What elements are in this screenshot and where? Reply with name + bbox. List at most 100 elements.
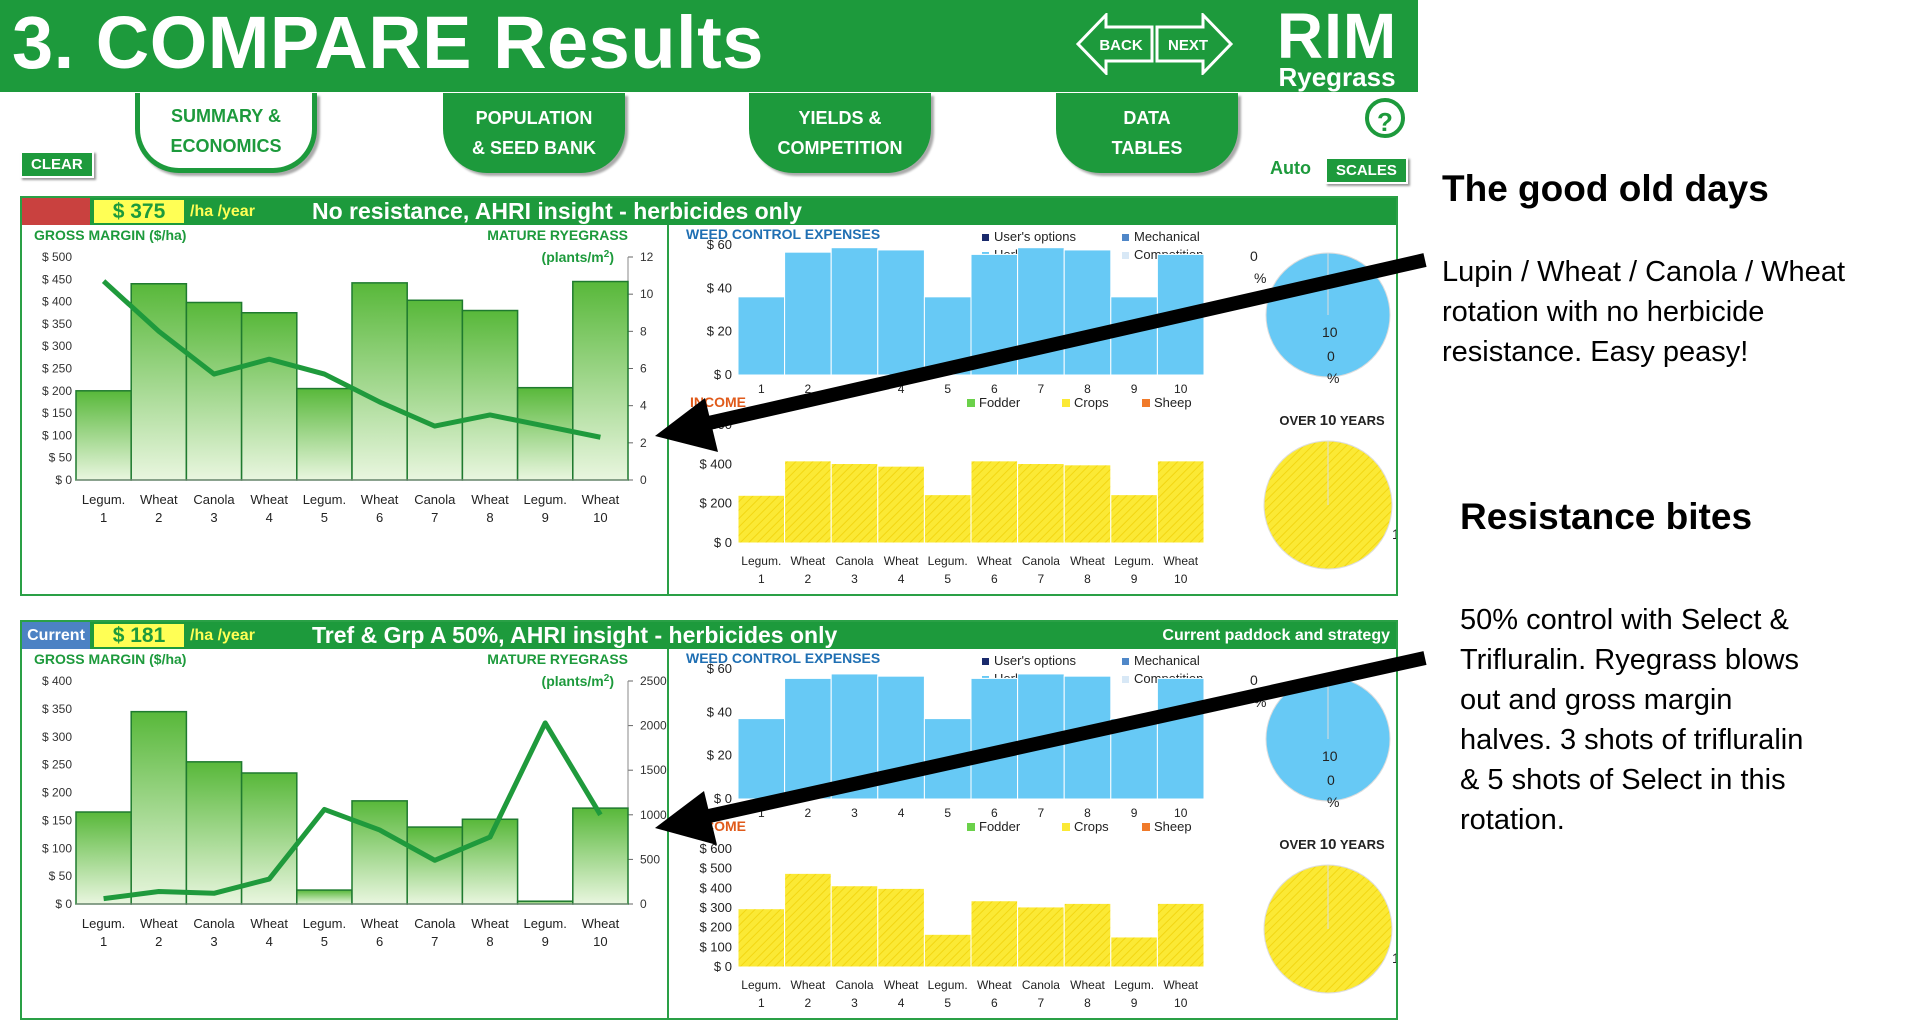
scenario-title: Tref & Grp A 50%, AHRI insight - herbici… bbox=[312, 622, 838, 648]
income-tick-label: $ 200 bbox=[699, 496, 732, 511]
note-line: 50% control with Select & bbox=[1460, 604, 1789, 636]
year-label: 3 bbox=[210, 934, 217, 949]
weed-control-bar bbox=[1156, 253, 1205, 376]
income-year-label: 6 bbox=[991, 996, 998, 1010]
legend-sheep: Sheep bbox=[1154, 819, 1192, 834]
unit-text: ) bbox=[609, 249, 614, 265]
gross-margin-bar bbox=[185, 761, 243, 905]
legend-crops-swatch bbox=[1062, 823, 1070, 831]
legend-comp-swatch bbox=[1122, 252, 1129, 259]
gm-tick-label: $ 400 bbox=[42, 674, 72, 688]
weed-year-label: 1 bbox=[758, 382, 765, 396]
crop-label: Canola bbox=[193, 916, 235, 931]
panel-charts: GROSS MARGIN ($/ha) MATURE RYEGRASS (plant… bbox=[34, 650, 1396, 1010]
year-label: 2 bbox=[155, 510, 162, 525]
weed-control-bar bbox=[1017, 673, 1065, 800]
weed-pie-label: 10 bbox=[1322, 748, 1338, 764]
income-crop-label: Wheat bbox=[884, 978, 919, 992]
income-bar bbox=[830, 463, 879, 544]
tab-yields-competition[interactable]: YIELDS & COMPETITION bbox=[749, 93, 931, 173]
weed-control-bar bbox=[1063, 675, 1112, 800]
income-year-label: 7 bbox=[1038, 996, 1045, 1010]
income-bar bbox=[877, 465, 925, 544]
weed-control-bar bbox=[970, 677, 1019, 800]
tab-summary-economics[interactable]: SUMMARY & ECONOMICS bbox=[135, 93, 317, 173]
tab-label-line2: & SEED BANK bbox=[471, 138, 596, 158]
income-year-label: 8 bbox=[1084, 572, 1091, 586]
gm-tick-label: $ 0 bbox=[55, 897, 72, 911]
mature-ryegrass-line bbox=[101, 279, 601, 440]
income-bar bbox=[784, 872, 832, 968]
gm-tick-label: $ 350 bbox=[42, 317, 72, 331]
weed-pie-label: % bbox=[1254, 270, 1266, 286]
weed-control-bar bbox=[784, 251, 832, 376]
weed-year-label: 2 bbox=[805, 382, 812, 396]
gross-margin-bar bbox=[572, 280, 629, 481]
weed-pie-label: % bbox=[1327, 370, 1339, 386]
back-button[interactable]: BACK bbox=[1075, 11, 1154, 77]
gm-tick-label: $ 150 bbox=[42, 406, 72, 420]
income-crop-label: Canola bbox=[835, 978, 873, 992]
income-crop-label: Canola bbox=[1022, 554, 1060, 568]
scales-button[interactable]: SCALES bbox=[1325, 157, 1408, 184]
legend-user: User's options bbox=[994, 229, 1076, 244]
income-title: INCOME bbox=[690, 394, 746, 410]
legend-mech: Mechanical bbox=[1134, 229, 1200, 244]
weed-tick-label: $ 20 bbox=[707, 748, 732, 763]
income-year-label: 9 bbox=[1131, 996, 1138, 1010]
income-year-label: 3 bbox=[851, 572, 858, 586]
tab-label-line2: ECONOMICS bbox=[170, 135, 282, 156]
note-line: & 5 shots of Select in this bbox=[1460, 764, 1786, 796]
ryegrass-tick-label: 6 bbox=[640, 362, 647, 376]
unit-text: ) bbox=[609, 673, 614, 689]
income-bar bbox=[970, 900, 1019, 968]
legend-mech: Mechanical bbox=[1134, 653, 1200, 668]
weed-year-label: 4 bbox=[898, 382, 905, 396]
ryegrass-tick-label: 8 bbox=[640, 324, 647, 338]
weed-pie-label: 0 bbox=[1250, 248, 1258, 264]
weed-control-bar bbox=[830, 673, 879, 800]
gross-margin-bar bbox=[75, 811, 132, 905]
crop-label: Legum. bbox=[82, 492, 125, 507]
income-year-label: 1 bbox=[758, 572, 765, 586]
income-crop-label: Canola bbox=[1022, 978, 1060, 992]
income-year-label: 3 bbox=[851, 996, 858, 1010]
gm-tick-label: $ 400 bbox=[42, 295, 72, 309]
help-button[interactable]: ? bbox=[1365, 98, 1405, 138]
weed-control-bar bbox=[923, 296, 972, 376]
weed-tick-label: $ 60 bbox=[707, 661, 732, 676]
weed-control-bar bbox=[830, 247, 879, 376]
weed-control-bar bbox=[877, 675, 925, 800]
crop-label: Wheat bbox=[582, 492, 620, 507]
next-button[interactable]: NEXT bbox=[1155, 11, 1234, 77]
legend-sheep: Sheep bbox=[1154, 395, 1192, 410]
over-years-label: OVER 10 YEARS bbox=[1279, 836, 1385, 853]
income-crop-label: Wheat bbox=[791, 978, 826, 992]
ryegrass-tick-label: 1000 bbox=[640, 808, 667, 822]
crop-label: Legum. bbox=[303, 916, 346, 931]
crop-label: Legum. bbox=[524, 492, 567, 507]
ryegrass-tick-label: 10 bbox=[640, 287, 654, 301]
crop-label: Wheat bbox=[140, 916, 178, 931]
scenario-title: No resistance, AHRI insight - herbicides… bbox=[312, 198, 802, 224]
income-crop-label: Canola bbox=[835, 554, 873, 568]
year-label: 1 bbox=[100, 510, 107, 525]
clear-button[interactable]: CLEAR bbox=[20, 151, 94, 178]
gross-margin-bar bbox=[461, 309, 519, 481]
legend-user: User's options bbox=[994, 653, 1076, 668]
over-years-part: 10 bbox=[1320, 836, 1337, 853]
logo-main: RIM bbox=[1276, 0, 1398, 72]
weed-year-label: 8 bbox=[1084, 382, 1091, 396]
income-pie-label: 10 bbox=[1392, 526, 1396, 542]
legend-user-swatch bbox=[982, 658, 989, 665]
weed-year-label: 3 bbox=[851, 382, 858, 396]
tab-label-line1: DATA bbox=[1123, 108, 1171, 128]
income-crop-label: Legum. bbox=[928, 554, 968, 568]
gm-tick-label: $ 200 bbox=[42, 786, 72, 800]
tab-population-seed-bank[interactable]: POPULATION & SEED BANK bbox=[443, 93, 625, 173]
weed-control-bar bbox=[737, 296, 786, 376]
weed-year-label: 4 bbox=[898, 806, 905, 820]
tab-data-tables[interactable]: DATA TABLES bbox=[1056, 93, 1238, 173]
crop-label: Legum. bbox=[303, 492, 346, 507]
year-label: 10 bbox=[593, 510, 607, 525]
